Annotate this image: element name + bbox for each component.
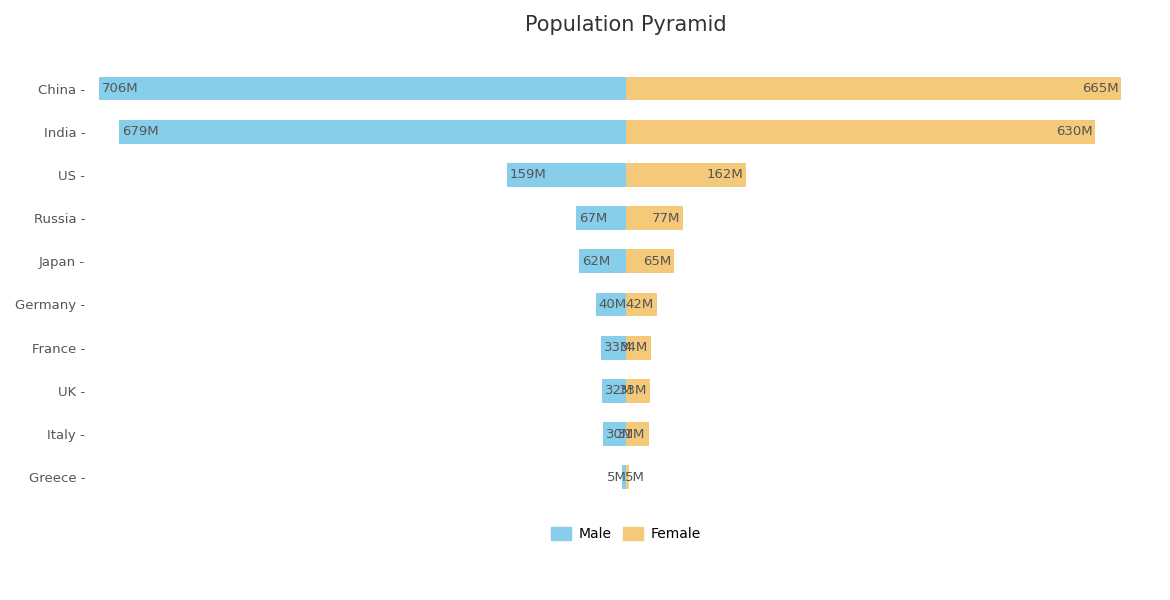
Text: 62M: 62M [583, 255, 611, 268]
Bar [579, 250, 626, 273]
Text: 67M: 67M [579, 212, 607, 224]
Bar [604, 422, 626, 446]
Text: 5M: 5M [625, 471, 645, 484]
Text: 40M: 40M [599, 298, 627, 311]
Text: 32M: 32M [605, 385, 633, 397]
Text: 665M: 665M [1082, 82, 1119, 95]
Bar [99, 77, 626, 100]
Text: 34M: 34M [620, 341, 648, 354]
Text: 162M: 162M [707, 169, 743, 181]
Text: 42M: 42M [626, 298, 654, 311]
Legend: Male, Female: Male, Female [544, 520, 708, 548]
Bar [622, 466, 626, 489]
Bar [596, 293, 626, 316]
Bar [626, 466, 629, 489]
Bar [626, 379, 651, 403]
Text: 77M: 77M [652, 212, 680, 224]
Text: 630M: 630M [1055, 125, 1093, 138]
Text: 31M: 31M [618, 428, 646, 440]
Bar [507, 163, 626, 187]
Bar [626, 206, 683, 230]
Bar [626, 336, 651, 359]
Text: 30M: 30M [606, 428, 634, 440]
Bar [626, 250, 674, 273]
Text: 706M: 706M [102, 82, 139, 95]
Bar [626, 293, 656, 316]
Bar [626, 422, 648, 446]
Text: 159M: 159M [510, 169, 546, 181]
Text: 5M: 5M [606, 471, 626, 484]
Bar [119, 120, 626, 143]
Title: Population Pyramid: Population Pyramid [525, 15, 727, 35]
Bar [626, 77, 1122, 100]
Text: 679M: 679M [123, 125, 159, 138]
Text: 33M: 33M [619, 385, 647, 397]
Bar [601, 336, 626, 359]
Bar [576, 206, 626, 230]
Text: 65M: 65M [642, 255, 672, 268]
Bar [626, 120, 1095, 143]
Text: 33M: 33M [604, 341, 632, 354]
Bar [601, 379, 626, 403]
Bar [626, 163, 746, 187]
